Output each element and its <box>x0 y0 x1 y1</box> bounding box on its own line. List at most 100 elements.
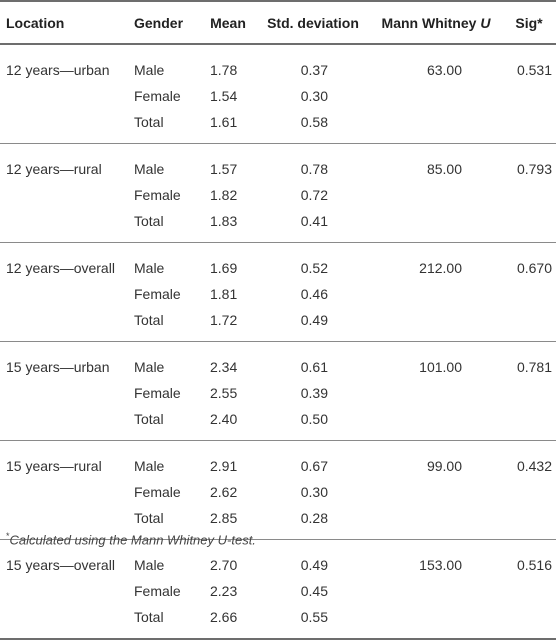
table-row: 12 years—overall Male 1.69 0.52 212.00 0.670 <box>0 243 556 282</box>
table-row: Total 1.61 0.58 <box>0 109 556 144</box>
header-sig: Sig* <box>502 0 556 45</box>
cell-location <box>0 505 128 540</box>
header-row: Location Gender Mean Std. deviation Mann… <box>0 0 556 45</box>
cell-mann-whitney-u <box>370 604 502 640</box>
cell-mean: 1.69 <box>210 260 238 276</box>
cell-location: 15 years—rural <box>6 458 102 474</box>
cell-std-deviation: 0.61 <box>300 359 328 375</box>
cell-location <box>0 208 128 243</box>
cell-mann-whitney-u <box>370 406 502 441</box>
cell-std-deviation: 0.46 <box>300 286 328 302</box>
cell-sig: 0.793 <box>516 161 552 177</box>
cell-gender: Total <box>128 604 200 640</box>
cell-sig: 0.670 <box>516 260 552 276</box>
cell-sig <box>502 578 556 604</box>
cell-mean: 2.40 <box>200 406 256 441</box>
cell-gender: Total <box>128 109 200 144</box>
cell-gender: Female <box>134 583 181 599</box>
cell-std-deviation: 0.78 <box>300 161 328 177</box>
cell-std-deviation: 0.30 <box>300 88 328 104</box>
header-std-deviation: Std. deviation <box>256 0 370 45</box>
table-row: Female 2.62 0.30 <box>0 479 556 505</box>
cell-mann-whitney-u: 153.00 <box>419 557 462 573</box>
cell-sig <box>502 479 556 505</box>
cell-mann-whitney-u <box>370 109 502 144</box>
cell-mann-whitney-u: 63.00 <box>426 62 462 78</box>
cell-location <box>0 380 128 406</box>
cell-mean: 2.66 <box>200 604 256 640</box>
cell-gender: Female <box>134 88 181 104</box>
cell-mean: 1.57 <box>210 161 238 177</box>
cell-gender: Male <box>134 62 165 78</box>
cell-mann-whitney-u: 99.00 <box>426 458 462 474</box>
cell-sig <box>502 380 556 406</box>
cell-location: 12 years—rural <box>6 161 102 177</box>
cell-mean: 1.83 <box>200 208 256 243</box>
table-body: 12 years—urban Male 1.78 0.37 63.00 0.531 Fema… <box>0 44 556 640</box>
table-row: 15 years—rural Male 2.91 0.67 99.00 0.432 <box>0 441 556 480</box>
cell-sig <box>502 83 556 109</box>
cell-mann-whitney-u <box>370 307 502 342</box>
cell-location <box>0 83 128 109</box>
cell-sig <box>502 109 556 144</box>
header-mann-whitney-u: Mann Whitney U <box>370 0 502 45</box>
cell-mean: 1.61 <box>200 109 256 144</box>
cell-sig: 0.531 <box>516 62 552 78</box>
cell-gender: Male <box>134 260 165 276</box>
cell-std-deviation: 0.72 <box>300 187 328 203</box>
footnote-marker: * <box>6 531 10 541</box>
table-row: Total 2.40 0.50 <box>0 406 556 441</box>
cell-std-deviation: 0.52 <box>300 260 328 276</box>
cell-location: 15 years—urban <box>6 359 110 375</box>
cell-std-deviation: 0.67 <box>300 458 328 474</box>
footnote: *Calculated using the Mann Whitney U-tes… <box>6 531 256 547</box>
cell-mann-whitney-u: 101.00 <box>419 359 462 375</box>
footnote-text: Calculated using the Mann Whitney U-test… <box>9 532 256 548</box>
cell-gender: Female <box>134 286 181 302</box>
table-row: Female 1.82 0.72 <box>0 182 556 208</box>
cell-gender: Total <box>128 406 200 441</box>
cell-gender: Male <box>134 359 165 375</box>
table-row: 15 years—urban Male 2.34 0.61 101.00 0.781 <box>0 342 556 381</box>
cell-gender: Total <box>128 505 200 540</box>
cell-gender: Male <box>134 458 165 474</box>
cell-mean: 1.81 <box>210 286 238 302</box>
table-row: Total 1.83 0.41 <box>0 208 556 243</box>
cell-sig <box>502 604 556 640</box>
cell-std-deviation: 0.49 <box>256 307 370 342</box>
cell-std-deviation: 0.30 <box>300 484 328 500</box>
cell-mean: 2.85 <box>200 505 256 540</box>
table-row: Female 2.55 0.39 <box>0 380 556 406</box>
cell-mean: 2.55 <box>210 385 238 401</box>
cell-location <box>0 578 128 604</box>
cell-location <box>0 479 128 505</box>
header-mann-whitney-label: Mann Whitney <box>381 14 481 31</box>
cell-location: 12 years—overall <box>6 260 115 276</box>
cell-sig <box>502 208 556 243</box>
cell-mean: 2.34 <box>210 359 238 375</box>
cell-gender: Total <box>128 307 200 342</box>
cell-sig <box>502 307 556 342</box>
cell-mann-whitney-u <box>370 83 502 109</box>
cell-mann-whitney-u <box>370 208 502 243</box>
cell-std-deviation: 0.55 <box>256 604 370 640</box>
table-row: 12 years—urban Male 1.78 0.37 63.00 0.531 <box>0 44 556 83</box>
cell-sig <box>502 505 556 540</box>
cell-std-deviation: 0.41 <box>256 208 370 243</box>
cell-std-deviation: 0.58 <box>256 109 370 144</box>
cell-mann-whitney-u <box>370 578 502 604</box>
cell-location <box>0 406 128 441</box>
header-location: Location <box>0 0 128 45</box>
table-row: Total 2.85 0.28 <box>0 505 556 540</box>
cell-location <box>0 604 128 640</box>
cell-mann-whitney-u: 212.00 <box>419 260 462 276</box>
header-mann-whitney-u-symbol: U <box>480 14 491 31</box>
cell-mann-whitney-u <box>370 380 502 406</box>
cell-sig: 0.781 <box>516 359 552 375</box>
cell-sig: 0.516 <box>516 557 552 573</box>
cell-mann-whitney-u <box>370 505 502 540</box>
cell-std-deviation: 0.49 <box>300 557 328 573</box>
table-header: Location Gender Mean Std. deviation Mann… <box>0 0 556 45</box>
cell-gender: Male <box>134 161 165 177</box>
cell-mean: 1.72 <box>200 307 256 342</box>
